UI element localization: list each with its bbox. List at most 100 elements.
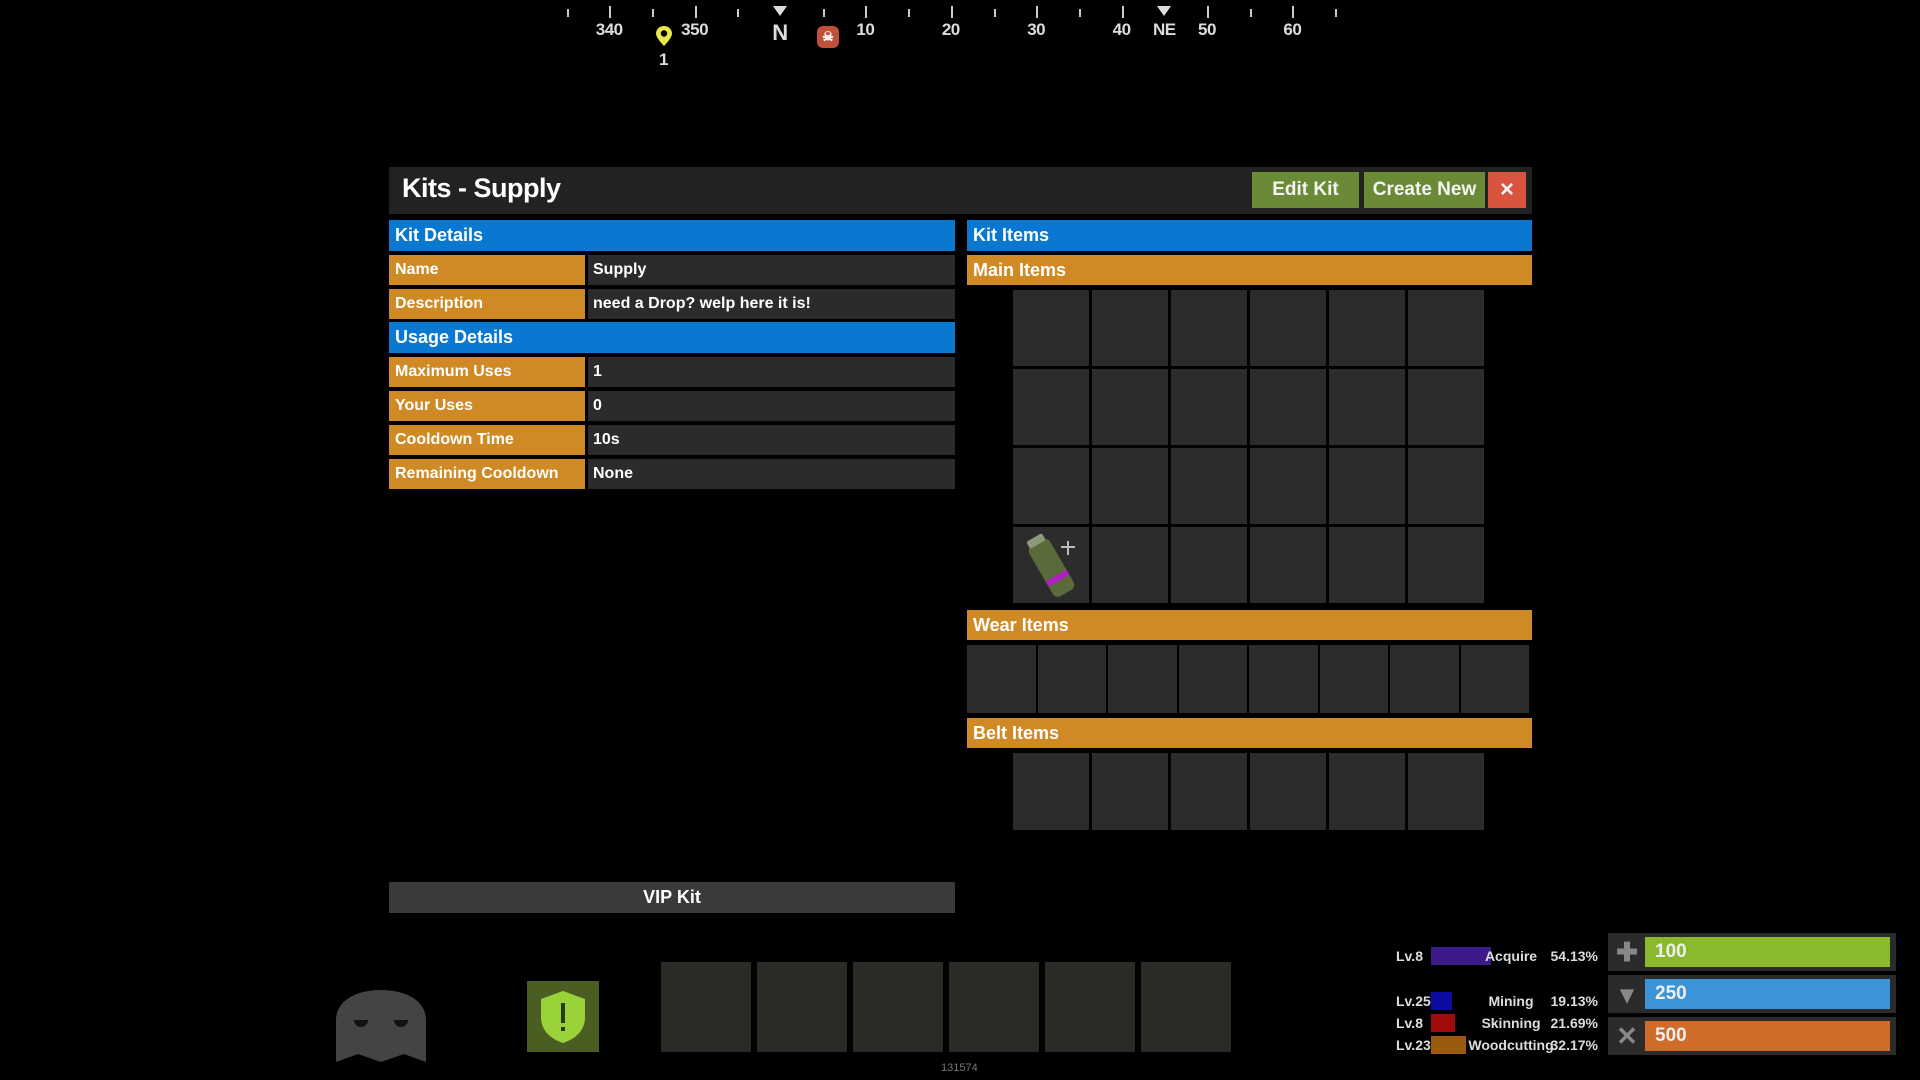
kit-details-header: Kit Details: [389, 220, 955, 251]
skill-progress-bar: [1431, 992, 1453, 1010]
wear-slot[interactable]: [1390, 645, 1459, 713]
ghost-icon: [336, 990, 426, 1067]
heading-arrow-icon: [1157, 6, 1172, 16]
wear-slot[interactable]: [967, 645, 1036, 713]
skill-level: Lv.25: [1396, 993, 1431, 1009]
compass-tick: [1292, 6, 1295, 18]
belt-slot[interactable]: [1329, 753, 1405, 830]
stat-water: ▾ 250: [1608, 975, 1896, 1013]
wear-slot[interactable]: [1108, 645, 1177, 713]
stat-health: ✚ 100: [1608, 933, 1896, 971]
inventory-slot[interactable]: [1092, 448, 1168, 524]
compass-label: 10: [856, 20, 875, 39]
inventory-slot[interactable]: [1250, 527, 1326, 603]
skill-progress-bar: [1431, 947, 1491, 965]
compass-tick: [1335, 9, 1338, 17]
hotbar-slot[interactable]: [757, 962, 847, 1052]
inventory-slot[interactable]: [1329, 290, 1405, 366]
wear-slot[interactable]: [1249, 645, 1318, 713]
heading-arrow-icon: [773, 6, 787, 16]
inventory-slot[interactable]: [1250, 369, 1326, 445]
belt-slot[interactable]: [1013, 753, 1089, 830]
inventory-slot[interactable]: [1092, 527, 1168, 603]
inventory-slot[interactable]: [1408, 527, 1484, 603]
hotbar-slot[interactable]: [1141, 962, 1231, 1052]
skill-percent: 32.17%: [1550, 1037, 1598, 1053]
wear-slot[interactable]: [1460, 645, 1529, 713]
stat-bar: 500: [1645, 1021, 1890, 1051]
belt-slot[interactable]: [1092, 753, 1168, 830]
hotbar-slot[interactable]: [949, 962, 1039, 1052]
compass-tick: [737, 9, 740, 17]
compass-tick: [694, 6, 697, 18]
belt-items-header: Belt Items: [967, 718, 1532, 748]
inventory-slot[interactable]: [1250, 290, 1326, 366]
skill-percent: 54.13%: [1550, 948, 1598, 964]
inventory-slot[interactable]: [1171, 448, 1247, 524]
your-uses-value: 0: [588, 391, 955, 421]
inventory-slot[interactable]: [1408, 448, 1484, 524]
inventory-slot[interactable]: [1092, 290, 1168, 366]
close-button[interactable]: ×: [1488, 172, 1526, 208]
hotbar: [661, 962, 1231, 1052]
cooldown-time-label: Cooldown Time: [389, 425, 585, 455]
inventory-slot[interactable]: [1329, 527, 1405, 603]
marker-distance: 1: [659, 50, 669, 69]
inventory-slot[interactable]: [1171, 369, 1247, 445]
stat-bar: 100: [1645, 937, 1890, 967]
compass-tick: [609, 6, 612, 18]
inventory-slot[interactable]: [1250, 448, 1326, 524]
water-icon: ▾: [1620, 979, 1634, 1009]
vip-kit-button[interactable]: VIP Kit: [389, 882, 955, 913]
remaining-cooldown-value: None: [588, 459, 955, 489]
inventory-slot[interactable]: [1171, 527, 1247, 603]
inventory-slot[interactable]: [1092, 369, 1168, 445]
wear-slot[interactable]: [1319, 645, 1388, 713]
compass-label: 350: [681, 20, 709, 39]
compass-tick: [1207, 6, 1209, 18]
inventory-slot[interactable]: [1408, 290, 1484, 366]
hotbar-slot[interactable]: [1045, 962, 1135, 1052]
compass-tick: [651, 9, 654, 17]
compass-label: 50: [1198, 20, 1216, 39]
compass-tick: [993, 9, 996, 17]
skull-icon: ☠: [817, 26, 839, 48]
skill-name: Skinning: [1481, 1015, 1541, 1031]
hotbar-slot[interactable]: [853, 962, 943, 1052]
belt-items-grid: [1013, 753, 1484, 830]
belt-slot[interactable]: [1250, 753, 1326, 830]
hotbar-slot[interactable]: [661, 962, 751, 1052]
wear-items-header: Wear Items: [967, 610, 1532, 640]
supply-signal-icon: [1026, 533, 1075, 597]
edit-kit-button[interactable]: Edit Kit: [1252, 172, 1359, 208]
inventory-slot[interactable]: [1013, 527, 1089, 603]
main-items-grid: [1013, 290, 1484, 603]
inventory-slot[interactable]: [1171, 290, 1247, 366]
belt-slot[interactable]: [1171, 753, 1247, 830]
skill-row-woodcutting: Lv.23 Woodcutting 32.17%: [1396, 1035, 1598, 1055]
skill-level: Lv.23: [1396, 1037, 1431, 1053]
name-label: Name: [389, 255, 585, 285]
inventory-slot[interactable]: [1013, 448, 1089, 524]
maximum-uses-label: Maximum Uses: [389, 357, 585, 387]
compass-label: 30: [1027, 20, 1046, 39]
main-items-header: Main Items: [967, 255, 1532, 285]
description-value: need a Drop? welp here it is!: [588, 289, 955, 319]
inventory-slot[interactable]: [1013, 290, 1089, 366]
compass-tick: [566, 9, 569, 17]
compass-tick: [950, 6, 953, 18]
skill-name: Mining: [1488, 993, 1534, 1009]
compass-tick: [908, 9, 911, 17]
skill-name: Woodcutting: [1468, 1037, 1554, 1053]
wear-slot[interactable]: [1037, 645, 1106, 713]
inventory-slot[interactable]: [1329, 369, 1405, 445]
wear-items-grid: [967, 645, 1529, 713]
compass-tick: [1249, 9, 1252, 17]
belt-slot[interactable]: [1408, 753, 1484, 830]
description-label: Description: [389, 289, 585, 319]
inventory-slot[interactable]: [1408, 369, 1484, 445]
wear-slot[interactable]: [1178, 645, 1247, 713]
inventory-slot[interactable]: [1013, 369, 1089, 445]
create-new-button[interactable]: Create New: [1364, 172, 1485, 208]
inventory-slot[interactable]: [1329, 448, 1405, 524]
